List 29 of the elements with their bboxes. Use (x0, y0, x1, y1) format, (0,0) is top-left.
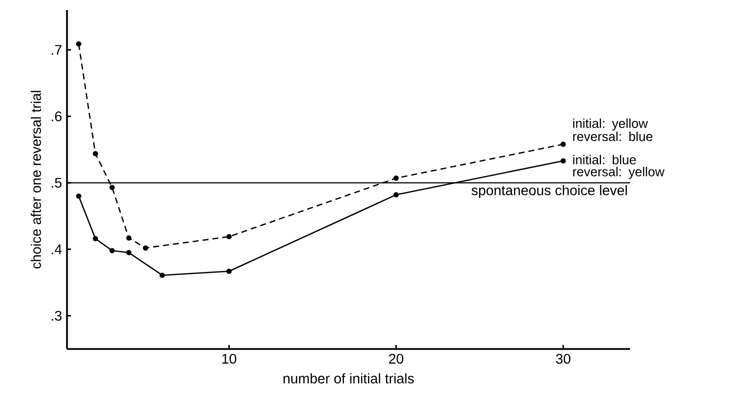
point (126, 235, 132, 241)
point (92, 150, 98, 156)
point (142, 245, 148, 251)
x-axis-title: number of initial trials (284, 373, 414, 384)
x-tick-label: 10 (222, 354, 236, 364)
point (560, 142, 566, 147)
x-tick-label: 20 (389, 354, 404, 364)
series-label: initial: blue reversal: yellow (573, 154, 664, 179)
y-tick-label: .6 (52, 111, 62, 122)
point (560, 158, 566, 164)
y-tick-label: .7 (52, 45, 62, 55)
point (109, 184, 115, 190)
y-tick-label: .4 (52, 244, 62, 254)
point (160, 272, 165, 278)
point (76, 41, 82, 47)
point (393, 176, 399, 181)
point (92, 236, 98, 242)
point (76, 193, 82, 199)
point (226, 234, 232, 240)
point (393, 192, 399, 198)
series-label: initial: yellow reversal: blue (573, 118, 652, 142)
y-tick-label: .3 (52, 310, 62, 321)
ref-line-label: spontaneous choice level (472, 185, 627, 198)
x-tick-label: 30 (556, 354, 570, 364)
y-axis-title: choice after one reversal trial (30, 90, 42, 268)
point (109, 248, 115, 254)
y-tick-label: .5 (52, 178, 62, 188)
point (126, 250, 132, 256)
point (226, 268, 232, 274)
